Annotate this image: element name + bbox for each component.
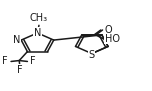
Text: N: N <box>34 28 41 38</box>
Text: O: O <box>104 25 112 35</box>
Text: S: S <box>89 50 95 60</box>
Text: F: F <box>2 56 7 66</box>
Text: HO: HO <box>105 33 120 43</box>
Text: F: F <box>30 56 36 66</box>
Text: F: F <box>17 65 23 75</box>
Text: CH₃: CH₃ <box>30 13 48 23</box>
Text: N: N <box>13 35 21 45</box>
